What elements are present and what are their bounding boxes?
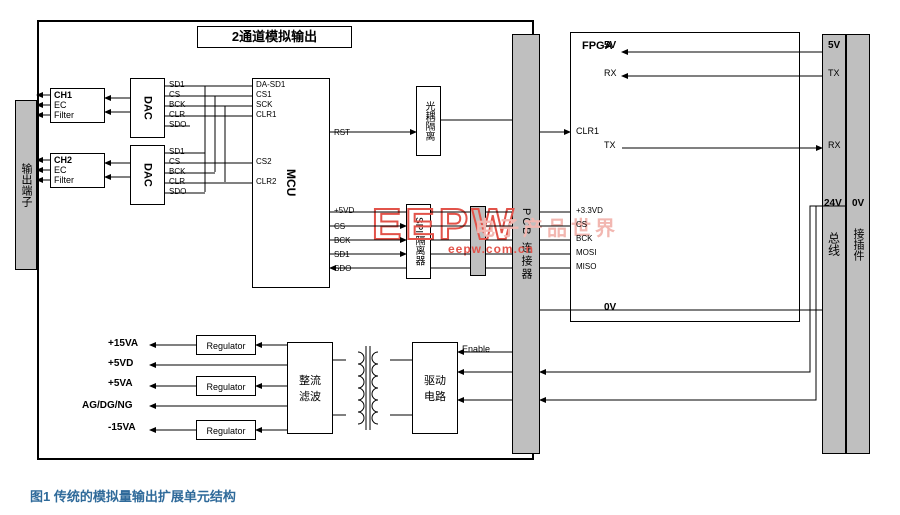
wires-layer bbox=[0, 0, 900, 515]
